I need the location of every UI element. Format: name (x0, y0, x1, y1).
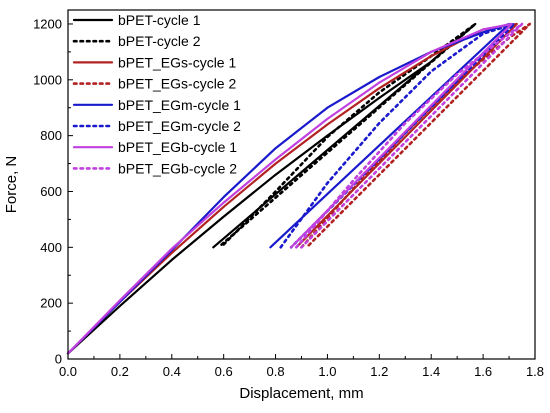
x-tick-label: 1.4 (422, 364, 440, 379)
legend-label: bPET_EGs-cycle 2 (118, 76, 236, 92)
series-line-8 (295, 22, 524, 249)
y-tick-label: 0 (55, 352, 62, 367)
series-line-3 (66, 22, 518, 355)
y-tick-label: 400 (40, 240, 62, 255)
y-axis-ticks: 0 200 400 600 800 1000 1200 (33, 16, 73, 367)
legend: bPET-cycle 1 bPET-cycle 2 bPET_EGs-cycle 1… (72, 12, 241, 176)
series-line-5 (66, 22, 511, 355)
x-tick-label: 1.2 (370, 364, 388, 379)
x-tick-label: 1.8 (526, 364, 544, 379)
legend-label: bPET_EGb-cycle 1 (118, 139, 237, 155)
legend-label: bPET_EGm-cycle 2 (118, 118, 241, 134)
y-tick-label: 1000 (33, 72, 62, 87)
x-tick-label: 1.0 (318, 364, 336, 379)
x-axis-ticks: 0.0 0.2 0.4 0.6 0.8 1.0 1.2 1.4 1.6 1.8 (59, 354, 544, 379)
y-tick-label: 600 (40, 184, 62, 199)
y-axis-title: Force, N (3, 156, 20, 214)
y-tick-label: 800 (40, 128, 62, 143)
series-line-7 (66, 22, 513, 355)
x-tick-label: 0.2 (111, 364, 129, 379)
series-line-1 (66, 22, 477, 355)
legend-label: bPET-cycle 2 (118, 33, 201, 49)
legend-label: bPET_EGm-cycle 1 (118, 97, 241, 113)
y-tick-label: 200 (40, 296, 62, 311)
series-line-6 (279, 22, 516, 249)
x-tick-label: 0.4 (163, 364, 181, 379)
legend-label: bPET_EGs-cycle 1 (118, 54, 236, 70)
series-line-2 (217, 22, 477, 249)
x-tick-label: 0.0 (59, 364, 77, 379)
legend-label: bPET-cycle 1 (118, 12, 201, 28)
y-tick-label: 1200 (33, 16, 62, 31)
x-tick-label: 1.6 (474, 364, 492, 379)
x-tick-label: 0.6 (215, 364, 233, 379)
legend-label: bPET_EGb-cycle 2 (118, 160, 237, 176)
x-axis-title: Displacement, mm (239, 385, 363, 402)
plot-area (66, 22, 532, 355)
x-tick-label: 0.8 (267, 364, 285, 379)
